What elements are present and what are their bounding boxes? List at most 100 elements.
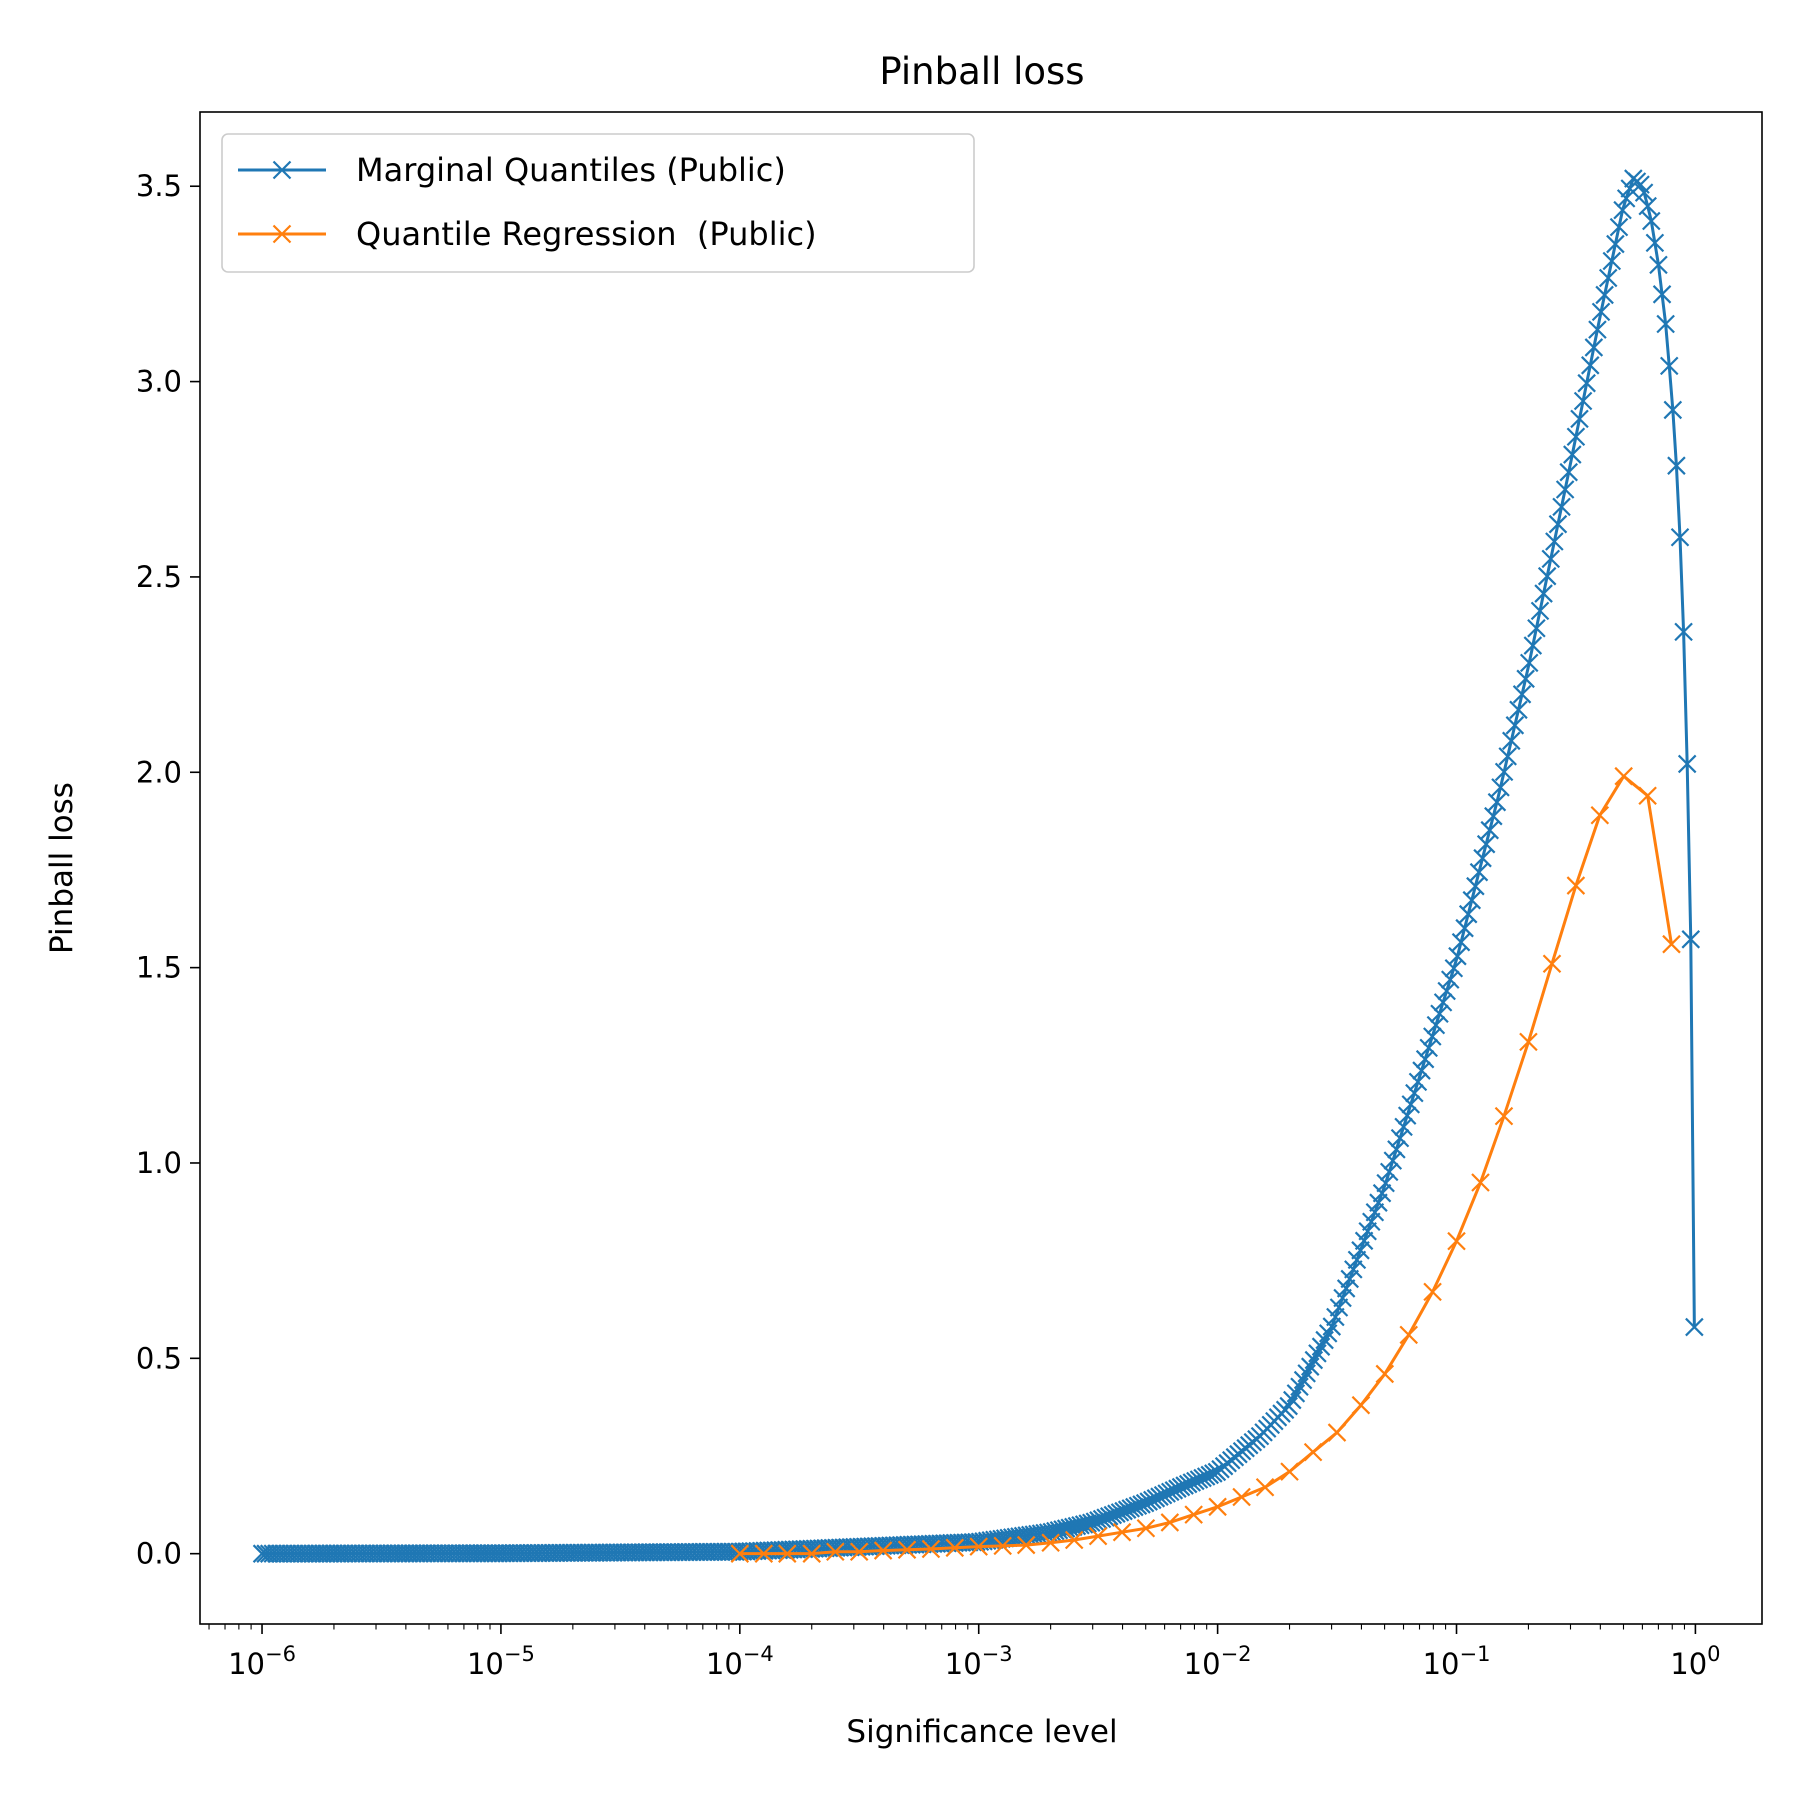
data-point <box>1390 1128 1410 1148</box>
data-point <box>1674 622 1693 642</box>
legend-item[interactable]: Quantile Regression (Public) <box>238 215 817 253</box>
data-point <box>1112 1522 1132 1542</box>
plot-frame <box>199 111 1763 1625</box>
data-point <box>1663 400 1683 420</box>
data-point <box>1566 876 1586 895</box>
data-point <box>1451 932 1471 952</box>
data-point <box>1534 584 1553 603</box>
data-point <box>1372 1183 1392 1203</box>
data-point <box>1326 1307 1345 1327</box>
data-point <box>1232 1487 1251 1507</box>
series-line <box>262 177 1696 1556</box>
data-point <box>1584 338 1604 357</box>
data-point <box>1458 904 1478 924</box>
x-tick-label: 10−2 <box>1184 1642 1252 1681</box>
data-point <box>1638 196 1657 216</box>
data-point <box>1685 1317 1704 1337</box>
data-point <box>1351 1241 1370 1260</box>
data-point <box>1476 834 1496 854</box>
data-point <box>1494 762 1514 782</box>
data-point <box>1208 1497 1227 1517</box>
data-point <box>1412 1061 1431 1080</box>
data-point <box>1327 1423 1347 1442</box>
data-point <box>1415 1049 1435 1069</box>
data-point <box>1519 1032 1538 1052</box>
data-point <box>1405 1083 1424 1103</box>
data-point <box>1016 1535 1036 1555</box>
data-point <box>1369 1193 1388 1212</box>
data-point <box>1365 1202 1385 1222</box>
data-point <box>1555 480 1575 499</box>
data-point <box>754 1544 774 1563</box>
data-point <box>1408 1072 1428 1092</box>
data-point <box>945 1538 965 1558</box>
data-point <box>1652 285 1672 304</box>
chart-title: Pinball loss <box>879 50 1084 93</box>
y-tick-label: 3.5 <box>136 169 182 203</box>
data-point <box>1634 183 1654 202</box>
data-point <box>1570 409 1589 429</box>
data-point <box>826 1542 845 1561</box>
data-point <box>1041 1533 1060 1553</box>
y-tick-label: 0.5 <box>136 1341 182 1375</box>
data-point <box>1329 1298 1349 1317</box>
data-point <box>1613 200 1632 220</box>
x-axis-title: Significance level <box>846 1714 1117 1750</box>
legend-box <box>221 133 975 273</box>
data-point <box>802 1544 822 1563</box>
data-point <box>1677 754 1697 774</box>
data-point <box>1516 669 1535 689</box>
data-point <box>1595 285 1614 305</box>
data-point <box>1484 806 1503 826</box>
data-point <box>1588 320 1607 339</box>
x-tick-label: 10−6 <box>228 1642 296 1681</box>
x-tick-label: 10−4 <box>706 1642 774 1681</box>
data-point <box>1433 993 1453 1012</box>
data-point <box>1397 1106 1417 1125</box>
data-point <box>272 160 292 180</box>
data-point <box>1542 954 1562 973</box>
data-point <box>1552 497 1571 517</box>
data-point <box>1444 958 1464 978</box>
data-point <box>921 1539 941 1559</box>
data-point <box>1662 934 1681 954</box>
legend-item[interactable]: Marginal Quantiles (Public) <box>238 151 786 189</box>
data-point <box>1379 1162 1399 1182</box>
data-point <box>1375 1364 1395 1384</box>
data-point <box>1609 217 1629 237</box>
data-point <box>1638 786 1657 805</box>
data-point <box>1088 1526 1108 1546</box>
x-tick-label: 10−1 <box>1423 1642 1491 1681</box>
data-point <box>1437 981 1456 1001</box>
data-point <box>1498 747 1517 766</box>
data-point <box>1563 445 1582 464</box>
data-point <box>1255 1477 1275 1497</box>
data-point <box>1602 251 1622 271</box>
legend[interactable]: Marginal Quantiles (Public) Quantile Regr… <box>221 133 975 273</box>
data-point <box>1494 1106 1514 1126</box>
data-point <box>1548 514 1568 534</box>
data-point <box>1573 391 1593 411</box>
data-point <box>730 1544 750 1563</box>
data-point <box>1614 766 1633 786</box>
data-point <box>1322 1317 1342 1336</box>
x-tick-label: 10−5 <box>467 1642 535 1681</box>
data-point <box>1448 946 1467 966</box>
data-point <box>993 1536 1012 1556</box>
data-point <box>873 1541 893 1560</box>
data-point <box>1419 1038 1438 1058</box>
x-tick-label: 10−3 <box>945 1642 1013 1681</box>
data-point <box>1466 876 1485 896</box>
data-point <box>1394 1117 1413 1137</box>
data-point <box>1423 1282 1442 1302</box>
data-point <box>1136 1519 1156 1538</box>
data-point <box>1401 1095 1421 1114</box>
data-point <box>1566 427 1586 447</box>
data-point <box>1606 234 1625 254</box>
y-tick-label: 0.0 <box>136 1537 182 1571</box>
y-axis-title: Pinball loss <box>44 782 80 954</box>
data-point <box>1502 731 1521 751</box>
data-point <box>1347 1250 1367 1270</box>
data-point <box>1537 566 1557 586</box>
